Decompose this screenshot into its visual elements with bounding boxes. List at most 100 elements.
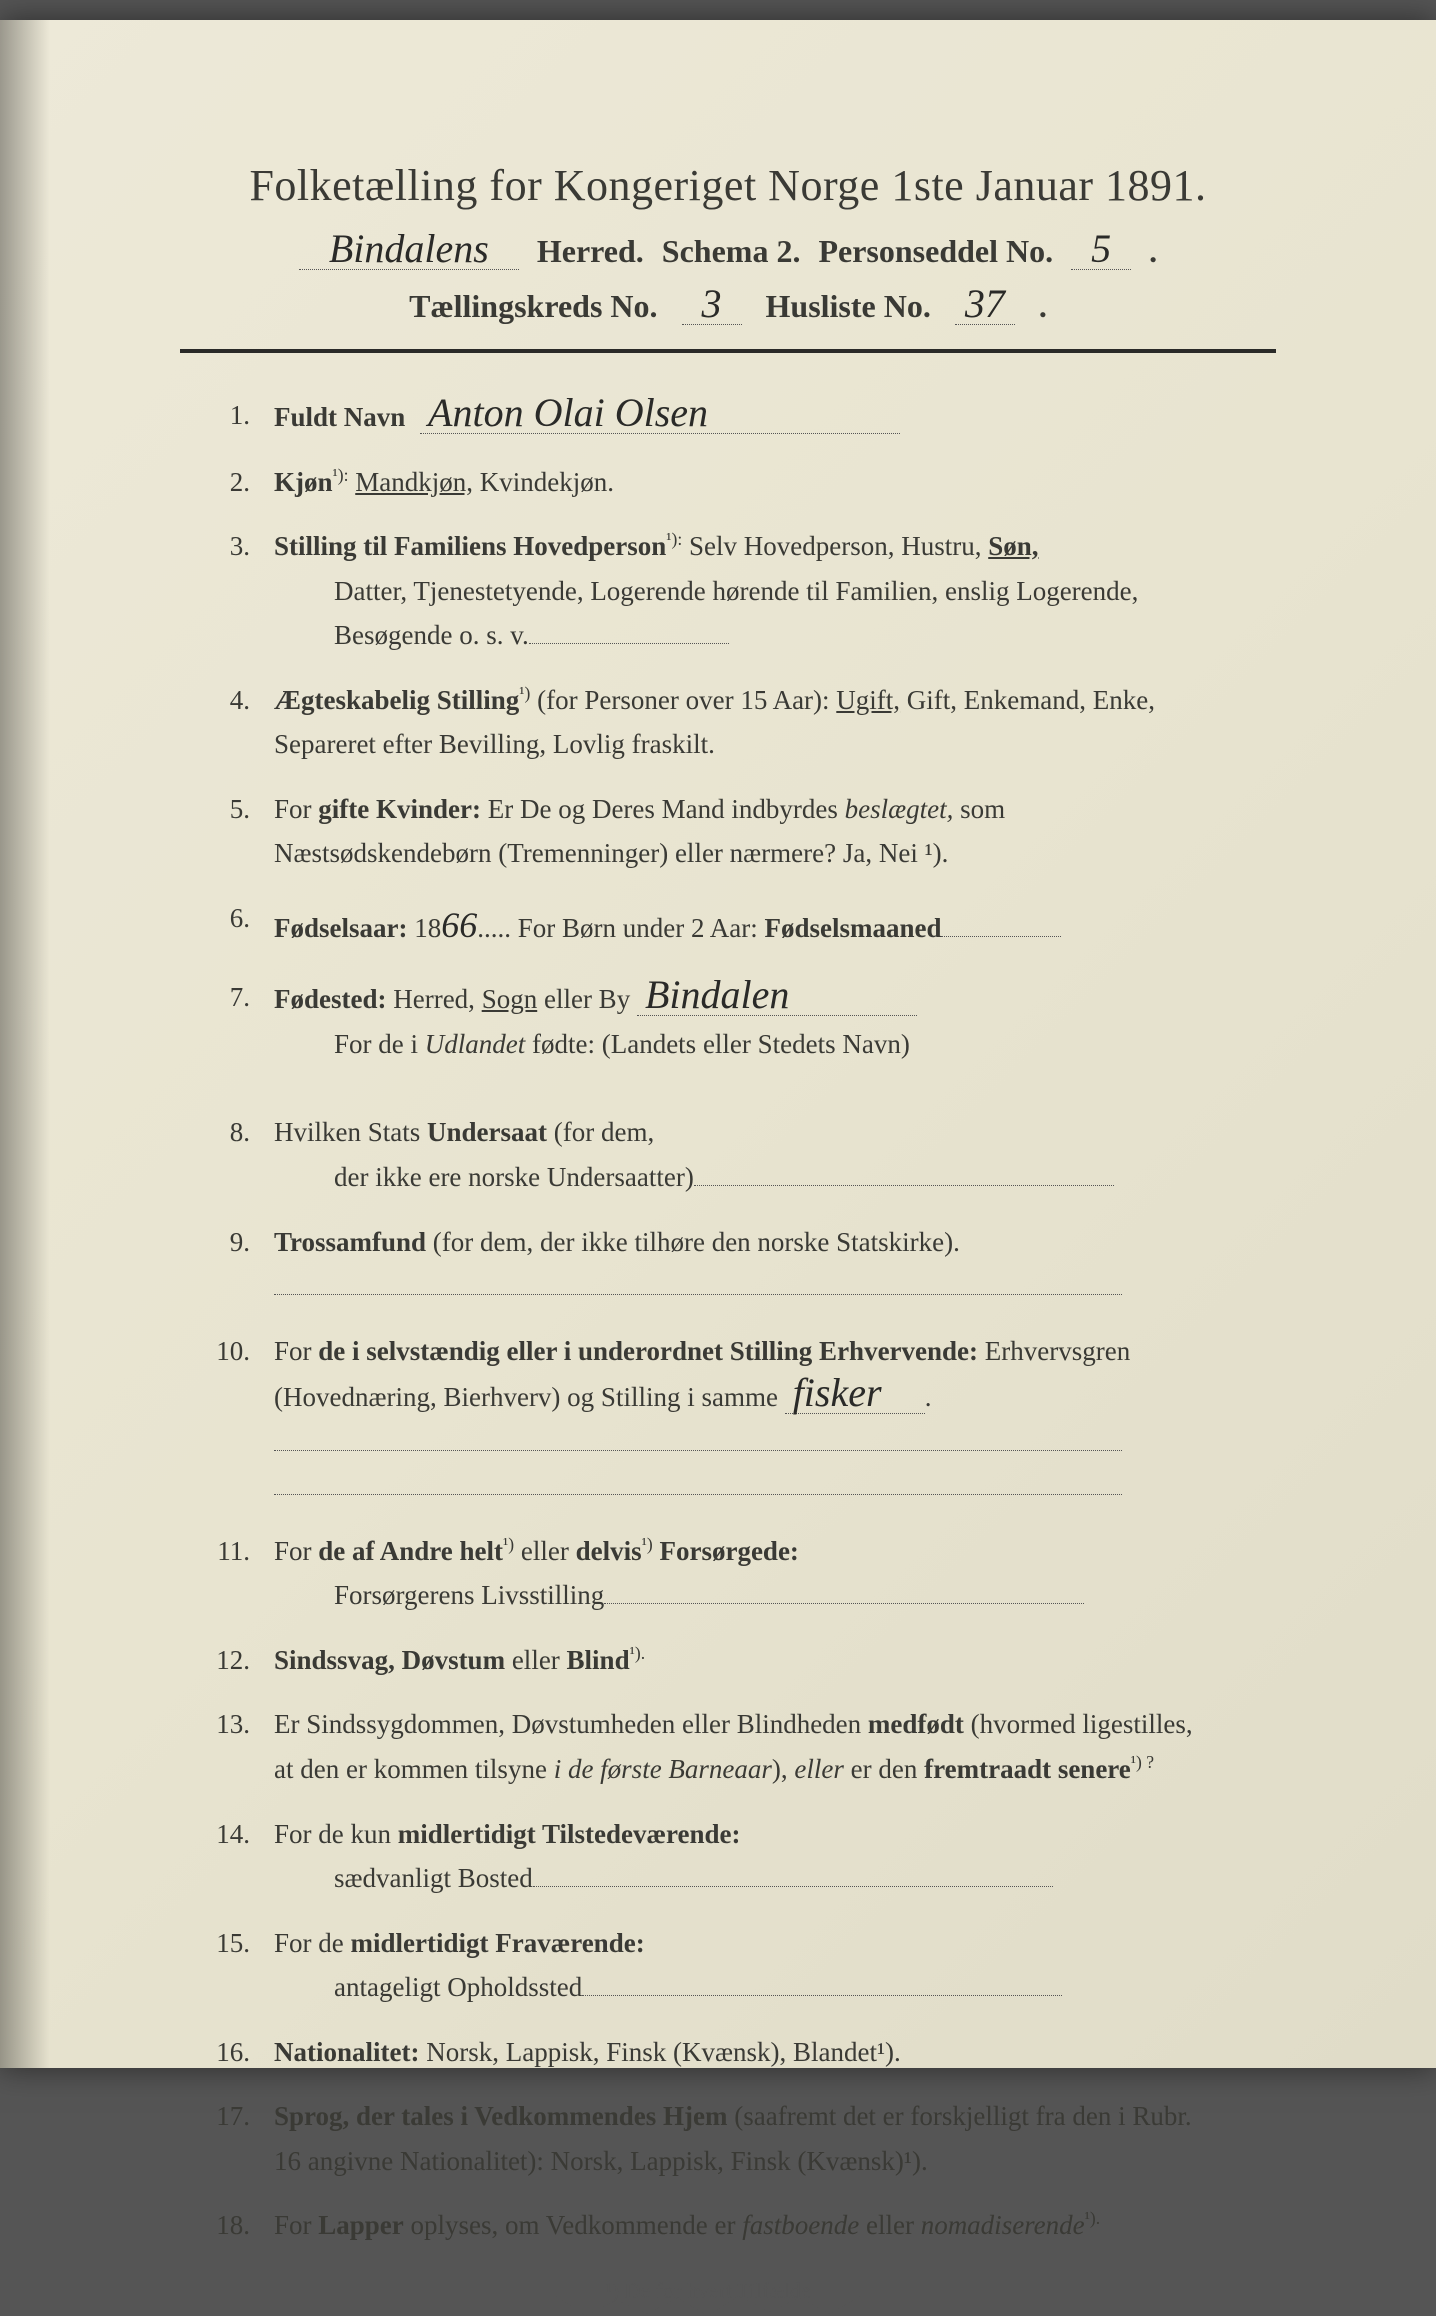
label-prefix: For de: [274, 1928, 351, 1958]
field-label: fremtraadt senere: [924, 1754, 1131, 1784]
item-body: Fødselsaar: 1866..... For Børn under 2 A…: [274, 896, 1216, 955]
occupation-value: fisker: [785, 1373, 925, 1414]
item-body: Fuldt Navn Anton Olai Olsen: [274, 393, 1216, 440]
year-prefix: 18: [407, 913, 441, 943]
item-18: 18. For Lapper oplyses, om Vedkommende e…: [200, 2203, 1216, 2248]
dotted-line: [694, 1185, 1114, 1186]
item-body: Stilling til Familiens Hovedperson¹): Se…: [274, 524, 1216, 658]
italic-text: nomadiserende: [921, 2210, 1085, 2240]
item-15: 15. For de midlertidigt Fraværende: anta…: [200, 1921, 1216, 2010]
item-number: 8.: [200, 1110, 250, 1199]
footnote-mark: ¹):: [666, 529, 682, 549]
field-label: Fuldt Navn: [274, 402, 405, 432]
item-body: Er Sindssygdommen, Døvstumheden eller Bl…: [274, 1702, 1216, 1791]
item-number: 9.: [200, 1220, 250, 1309]
label-prefix: For: [274, 1336, 318, 1366]
form-header: Folketælling for Kongeriget Norge 1ste J…: [120, 160, 1336, 325]
option-text: Er De og Deres Mand indbyrdes: [481, 794, 845, 824]
footnote-mark: ¹):: [333, 465, 349, 485]
birthplace-value: Bindalen: [637, 975, 917, 1016]
item-number: 6.: [200, 896, 250, 955]
item-11: 11. For de af Andre helt¹) eller delvis¹…: [200, 1529, 1216, 1618]
italic-text: fastboende: [742, 2210, 859, 2240]
field-label: Undersaat: [427, 1117, 547, 1147]
item-1: 1. Fuldt Navn Anton Olai Olsen: [200, 393, 1216, 440]
field-label: delvis: [576, 1536, 642, 1566]
birth-year-value: 66: [441, 896, 477, 955]
footnote-mark: ¹): [642, 1534, 653, 1554]
continuation: Forsørgerens Livsstilling: [274, 1573, 1216, 1618]
item-number: 15.: [200, 1921, 250, 2010]
header-row-2: Tællingskreds No. 3 Husliste No. 37 .: [140, 284, 1316, 325]
item-14: 14. For de kun midlertidigt Tilstedevære…: [200, 1812, 1216, 1901]
option-text: (for dem,: [547, 1117, 654, 1147]
footnote-mark: ¹): [519, 683, 530, 703]
selected-option: Ugift,: [836, 685, 900, 715]
option-text: Hvilken Stats: [274, 1117, 427, 1147]
item-number: 4.: [200, 678, 250, 767]
option-text: ),: [772, 1754, 795, 1784]
item-number: 1.: [200, 393, 250, 440]
kreds-label: Tællingskreds No.: [409, 288, 657, 325]
name-value: Anton Olai Olsen: [420, 393, 900, 434]
item-body: Kjøn¹): Mandkjøn, Kvindekjøn.: [274, 460, 1216, 505]
item-8: 8. Hvilken Stats Undersaat (for dem, der…: [200, 1110, 1216, 1199]
item-number: 3.: [200, 524, 250, 658]
field-label: midlertidigt Fraværende:: [351, 1928, 645, 1958]
item-body: Sindssvag, Døvstum eller Blind¹).: [274, 1638, 1216, 1683]
dotted-line: [941, 936, 1061, 937]
field-label: Fødselsaar:: [274, 913, 407, 943]
option-text: eller: [859, 2210, 920, 2240]
label-prefix: For: [274, 1536, 318, 1566]
continuation: sædvanligt Bosted: [274, 1856, 1216, 1901]
item-12: 12. Sindssvag, Døvstum eller Blind¹).: [200, 1638, 1216, 1683]
item-4: 4. Ægteskabelig Stilling¹) (for Personer…: [200, 678, 1216, 767]
item-6: 6. Fødselsaar: 1866..... For Børn under …: [200, 896, 1216, 955]
option-text: eller: [505, 1645, 566, 1675]
item-body: Ægteskabelig Stilling¹) (for Personer ov…: [274, 678, 1216, 767]
herred-label: Herred.: [537, 233, 644, 270]
option-text: Norsk, Lappisk, Finsk (Kvænsk), Blandet¹…: [419, 2037, 900, 2067]
field-label: Kjøn: [274, 467, 333, 497]
census-form-page: Folketælling for Kongeriget Norge 1ste J…: [0, 20, 1436, 2068]
husliste-no: 37: [955, 284, 1015, 325]
item-body: For de i selvstændig eller i underordnet…: [274, 1329, 1216, 1509]
option-text: eller: [514, 1536, 575, 1566]
footnote-mark: ¹) ?: [1131, 1752, 1154, 1772]
field-label: gifte Kvinder:: [318, 794, 481, 824]
schema-label: Schema 2.: [662, 233, 801, 270]
field-label: Lapper: [318, 2210, 404, 2240]
footnote-mark: ¹).: [630, 1643, 645, 1663]
option-text: Kvindekjøn.: [473, 467, 614, 497]
continuation: der ikke ere norske Undersaatter): [274, 1155, 1216, 1200]
dotted-line: [529, 643, 729, 644]
item-body: Fødested: Herred, Sogn eller By Bindalen…: [274, 975, 1216, 1066]
option-text: Herred,: [386, 984, 481, 1014]
selected-option: Søn,: [988, 531, 1038, 561]
field-label: Fødselsmaaned: [764, 913, 941, 943]
item-number: 7.: [200, 975, 250, 1066]
spacer: [200, 1086, 1216, 1110]
label-prefix: For: [274, 794, 318, 824]
header-rule: [180, 349, 1276, 353]
continuation: antageligt Opholdssted: [274, 1965, 1216, 2010]
footnote-mark: ¹): [503, 1534, 514, 1554]
dotted-line: [274, 1494, 1122, 1495]
husliste-label: Husliste No.: [766, 288, 931, 325]
field-label: Trossamfund: [274, 1227, 426, 1257]
option-text: Er Sindssygdommen, Døvstumheden eller Bl…: [274, 1709, 868, 1739]
footnote-mark: ¹).: [1085, 2208, 1100, 2228]
item-body: Sprog, der tales i Vedkommendes Hjem (sa…: [274, 2094, 1216, 2183]
item-9: 9. Trossamfund (for dem, der ikke tilhør…: [200, 1220, 1216, 1309]
item-number: 10.: [200, 1329, 250, 1509]
item-13: 13. Er Sindssygdommen, Døvstumheden elle…: [200, 1702, 1216, 1791]
field-label: de i selvstændig eller i underordnet Sti…: [318, 1336, 978, 1366]
item-body: Nationalitet: Norsk, Lappisk, Finsk (Kvæ…: [274, 2030, 1216, 2075]
item-10: 10. For de i selvstændig eller i underor…: [200, 1329, 1216, 1509]
dotted-line: [533, 1886, 1053, 1887]
personseddel-no: 5: [1071, 229, 1131, 270]
field-label: medfødt: [868, 1709, 964, 1739]
field-label: de af Andre helt: [318, 1536, 503, 1566]
label-prefix: For: [274, 2210, 318, 2240]
item-number: 18.: [200, 2203, 250, 2248]
